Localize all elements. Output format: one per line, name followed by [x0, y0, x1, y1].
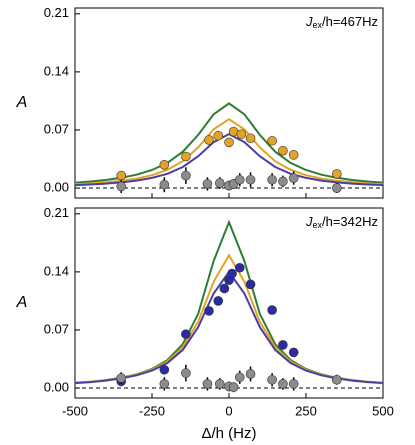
data-point [116, 181, 126, 192]
data-point [288, 347, 299, 358]
data-point [331, 183, 342, 193]
data-point [202, 379, 213, 389]
x-tick-label: -500 [62, 403, 88, 418]
data-point [278, 379, 288, 389]
data-point [234, 372, 245, 383]
data-point [278, 176, 288, 187]
data-point [288, 379, 299, 389]
x-tick-label: 500 [372, 403, 394, 418]
data-point [204, 306, 214, 316]
data-point [228, 382, 239, 393]
data-point [202, 179, 213, 189]
x-tick-label: 250 [295, 403, 317, 418]
data-point [159, 160, 170, 170]
y-tick-label: 0.07 [44, 121, 69, 136]
y-tick-label: 0.21 [44, 205, 69, 220]
data-point [224, 137, 234, 148]
data-point [278, 145, 288, 156]
y-tick-label: 0.14 [44, 63, 69, 78]
data-point [267, 374, 277, 385]
data-point [267, 174, 277, 185]
data-point [267, 305, 277, 315]
data-point [331, 374, 342, 385]
data-point [245, 279, 256, 290]
data-point [214, 379, 225, 389]
data-point [236, 129, 247, 139]
data-point [181, 329, 191, 339]
annotation: Jex/h=342Hz [305, 214, 378, 230]
annotation-symbol: J [305, 214, 313, 229]
y-tick-label: 0.00 [44, 179, 69, 194]
data-point [116, 373, 126, 383]
data-point [245, 174, 256, 185]
data-point [213, 130, 224, 141]
data-point [288, 173, 299, 183]
data-point [181, 151, 191, 162]
data-point [159, 379, 170, 389]
plot-frame [74, 207, 384, 399]
data-point [234, 262, 245, 273]
x-tick-label: 0 [225, 403, 232, 418]
fit-curve [74, 118, 384, 186]
annotation-text: /h=342Hz [322, 214, 378, 229]
data-point [213, 296, 224, 306]
data-point [159, 179, 170, 190]
data-point [227, 268, 237, 279]
data-point [159, 364, 170, 375]
annotation-subscript: ex [312, 20, 322, 30]
data-point [116, 170, 126, 181]
data-point [219, 283, 230, 294]
data-point [331, 169, 342, 179]
data-point [234, 174, 245, 185]
data-point [288, 150, 299, 160]
y-tick-label: 0.14 [44, 263, 69, 278]
data-point [181, 368, 191, 378]
fit-curve [74, 132, 384, 187]
data-point [214, 178, 225, 188]
annotation-text: /h=467Hz [322, 14, 378, 29]
fit-curve [74, 102, 384, 184]
annotation-subscript: ex [312, 220, 322, 230]
y-axis-label: A [16, 294, 28, 311]
y-axis-label: A [16, 94, 28, 111]
y-tick-label: 0.00 [44, 379, 69, 394]
data-point [245, 133, 256, 144]
data-point [181, 170, 191, 181]
annotation: Jex/h=467Hz [305, 14, 378, 30]
data-point [245, 369, 256, 379]
annotation-symbol: J [305, 14, 313, 29]
fit-curve [74, 219, 384, 384]
data-point [267, 135, 277, 146]
y-tick-label: 0.07 [44, 321, 69, 336]
data-point [278, 340, 288, 350]
x-tick-label: -250 [139, 403, 165, 418]
data-point [204, 135, 214, 145]
x-axis-label: Δ/h (Hz) [201, 425, 256, 442]
y-tick-label: 0.21 [44, 5, 69, 20]
